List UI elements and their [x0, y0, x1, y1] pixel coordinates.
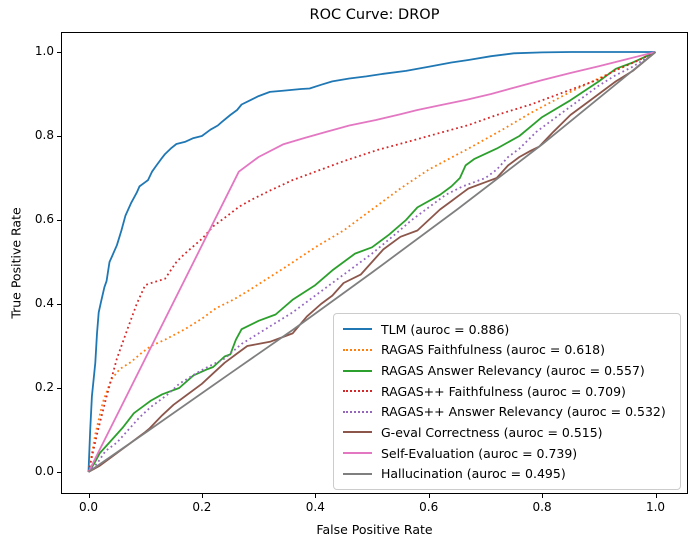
plot-frame [61, 32, 688, 494]
y-tick-label: 0.2 [34, 380, 54, 394]
legend-label: RAGAS++ Answer Relevancy (auroc = 0.532) [381, 404, 666, 420]
x-tick-mark [542, 494, 544, 498]
y-tick-label: 0.4 [34, 296, 54, 310]
legend-item-hallucination: Hallucination (auroc = 0.495) [343, 464, 672, 484]
y-tick-label: 0.8 [34, 128, 54, 142]
legend-label: G-eval Correctness (auroc = 0.515) [381, 424, 603, 440]
y-tick-mark [57, 52, 61, 53]
legend-label: RAGAS++ Faithfulness (auroc = 0.709) [381, 383, 626, 399]
legend-key-line [343, 390, 372, 393]
legend-item-ragas-answer-relevancy: RAGAS Answer Relevancy (auroc = 0.557) [343, 361, 672, 381]
y-tick-label: 0.6 [34, 212, 54, 226]
legend-key-line [343, 369, 372, 372]
curve-self-evaluation [87, 51, 656, 473]
legend-item-ragas-faithfulness: RAGAS Faithfulness (auroc = 0.618) [343, 340, 672, 360]
y-tick-mark [57, 220, 61, 221]
legend-label: Self-Evaluation (auroc = 0.739) [381, 445, 578, 461]
x-tick-mark [88, 494, 90, 498]
legend-item-ragas-answer-relevancy: RAGAS++ Answer Relevancy (auroc = 0.532) [343, 402, 672, 422]
x-tick-label: 1.0 [645, 500, 666, 514]
legend-key-line [343, 472, 372, 475]
curve-g-eval-correctness [88, 51, 657, 473]
legend-key-line [343, 410, 372, 413]
x-tick-label: 0.8 [532, 500, 552, 514]
y-tick-mark [57, 136, 61, 137]
x-tick-mark [428, 494, 430, 498]
legend-label: RAGAS Answer Relevancy (auroc = 0.557) [381, 363, 645, 379]
legend-item-tlm: TLM (auroc = 0.886) [343, 319, 672, 339]
curve-hallucination [87, 51, 657, 473]
y-tick-label: 0.0 [34, 464, 54, 478]
curve-ragas-answer-relevancy [87, 51, 656, 473]
legend-label: Hallucination (auroc = 0.495) [381, 466, 566, 482]
legend-key-line [343, 348, 372, 351]
legend-label: RAGAS Faithfulness (auroc = 0.618) [381, 342, 605, 358]
x-axis-label: False Positive Rate [316, 522, 433, 537]
x-tick-label: 0.6 [419, 500, 439, 514]
x-tick-label: 0.4 [305, 500, 325, 514]
legend-item-self-evaluation: Self-Evaluation (auroc = 0.739) [343, 443, 672, 463]
legend-key-line [343, 431, 372, 434]
x-tick-label: 0.2 [192, 500, 212, 514]
y-tick-mark [57, 388, 61, 389]
legend-label: TLM (auroc = 0.886) [381, 321, 510, 337]
legend-item-g-eval-correctness: G-eval Correctness (auroc = 0.515) [343, 422, 672, 442]
legend-item-ragas-faithfulness: RAGAS++ Faithfulness (auroc = 0.709) [343, 381, 672, 401]
plot-area [61, 32, 688, 494]
x-tick-label: 0.0 [78, 500, 99, 514]
roc-curves-svg [61, 32, 688, 494]
curve-tlm [87, 51, 656, 473]
x-tick-mark [315, 494, 317, 498]
legend-key-line [343, 328, 372, 331]
x-tick-mark [655, 494, 657, 498]
x-tick-mark [201, 494, 203, 498]
legend-key-line [343, 452, 372, 455]
y-tick-mark [57, 304, 61, 305]
y-tick-label: 1.0 [34, 44, 54, 58]
curve-ragas-faithfulness [87, 51, 656, 473]
chart-title: ROC Curve: DROP [309, 7, 440, 23]
legend: TLM (auroc = 0.886) RAGAS Faithfulness (a… [333, 313, 681, 490]
curve-ragas-answer-relevancy [87, 51, 656, 473]
y-axis-label: True Positive Rate [8, 207, 24, 319]
curve-ragas-faithfulness [87, 51, 656, 473]
y-tick-mark [57, 472, 61, 473]
